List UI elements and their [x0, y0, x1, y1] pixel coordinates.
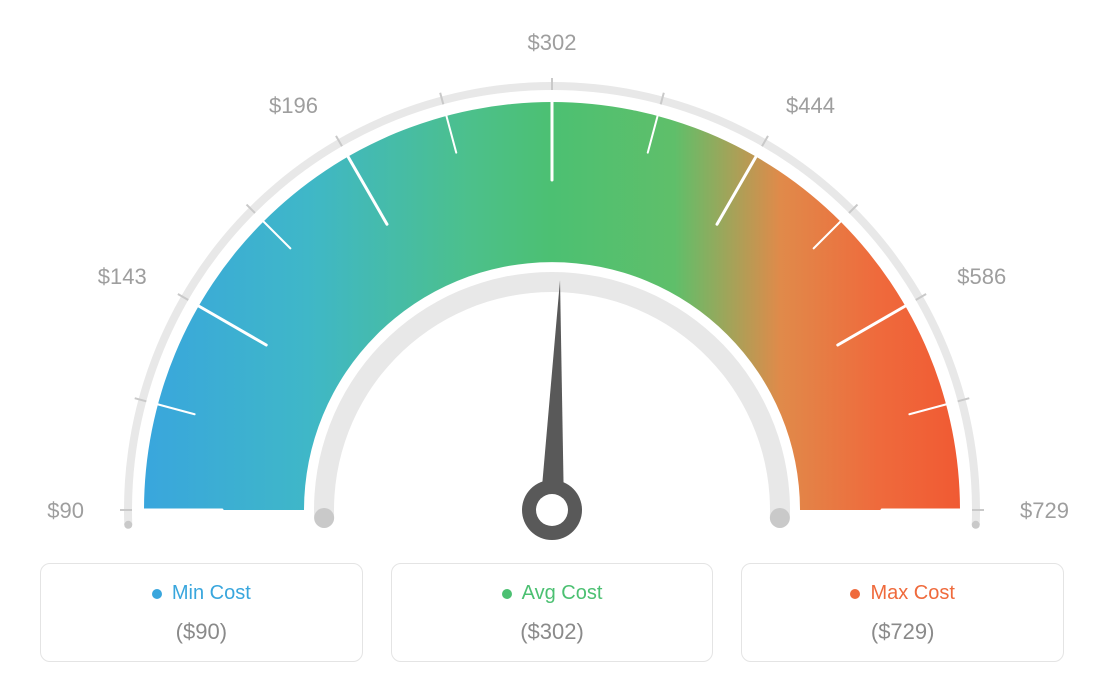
legend-card-avg: Avg Cost ($302) [391, 563, 714, 662]
legend-value-max: ($729) [752, 619, 1053, 645]
legend-label-min: Min Cost [172, 582, 251, 605]
gauge-tick-label: $302 [522, 30, 582, 56]
legend-dot-max [850, 589, 860, 599]
cost-gauge: $90 $143 $196 $302 $444 $586 $729 [0, 0, 1104, 540]
legend-card-min: Min Cost ($90) [40, 563, 363, 662]
gauge-tick-label: $90 [24, 498, 84, 524]
legend-row: Min Cost ($90) Avg Cost ($302) Max Cost … [40, 563, 1064, 662]
legend-dot-min [152, 589, 162, 599]
legend-card-max: Max Cost ($729) [741, 563, 1064, 662]
gauge-tick-label: $444 [786, 93, 835, 119]
legend-label-avg: Avg Cost [522, 582, 603, 605]
legend-dot-avg [502, 589, 512, 599]
gauge-tick-label: $143 [87, 264, 147, 290]
legend-label-max: Max Cost [870, 582, 954, 605]
gauge-tick-label: $586 [957, 264, 1006, 290]
gauge-tick-label: $196 [258, 93, 318, 119]
legend-value-min: ($90) [51, 619, 352, 645]
legend-value-avg: ($302) [402, 619, 703, 645]
gauge-tick-label: $729 [1020, 498, 1069, 524]
